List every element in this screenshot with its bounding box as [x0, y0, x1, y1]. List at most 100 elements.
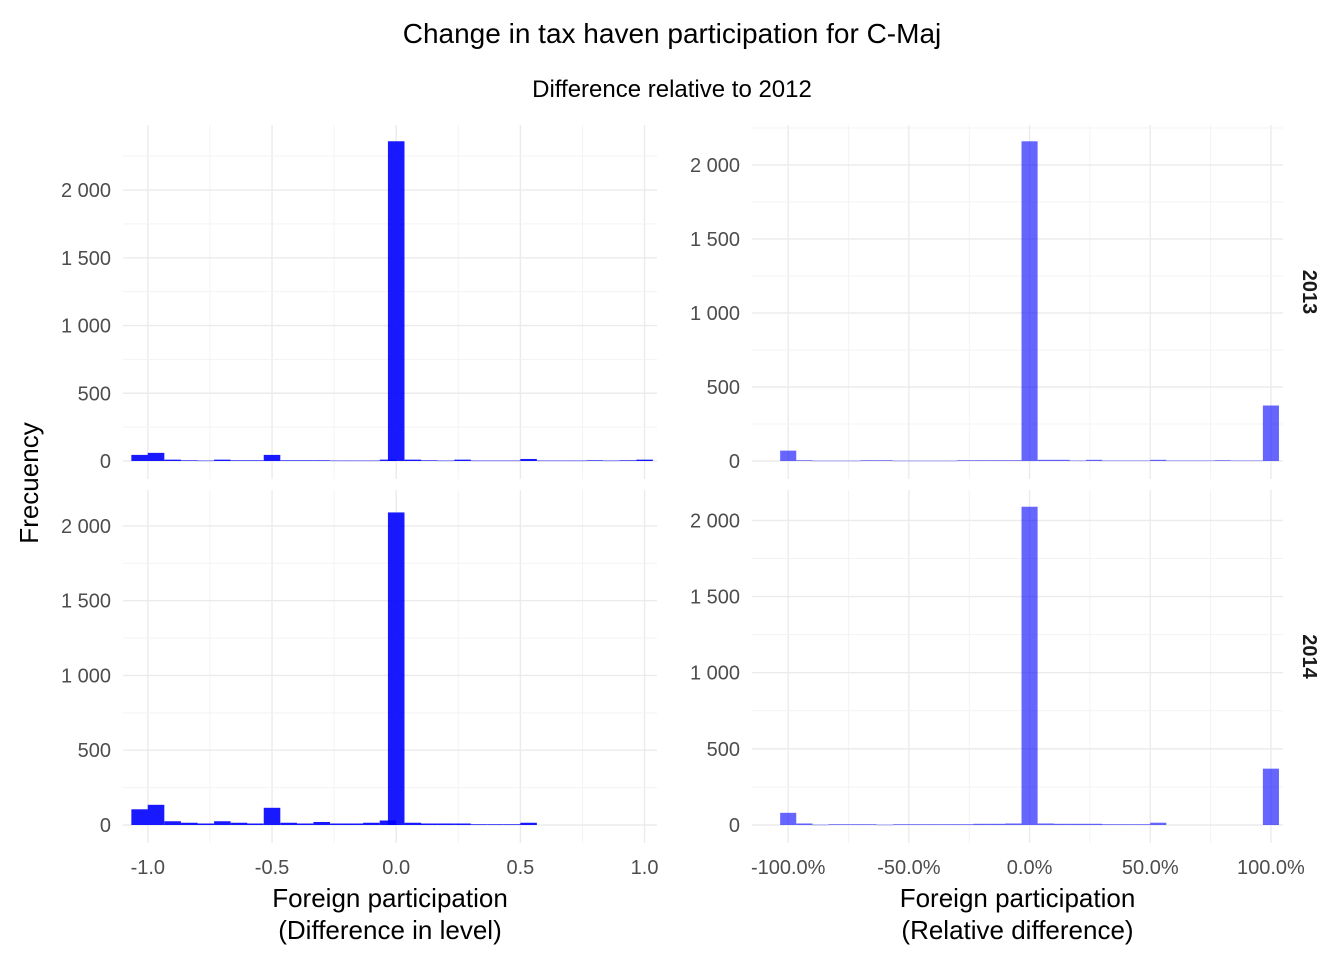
histogram-bar [1262, 768, 1279, 825]
x-tick-label: 50.0% [1122, 857, 1179, 879]
histogram-bar [780, 812, 797, 825]
histogram-bar [147, 452, 165, 461]
histogram-bar [780, 450, 797, 461]
histogram-bar [263, 454, 281, 461]
histogram-bar [1182, 460, 1199, 462]
histogram-bar [280, 460, 297, 461]
histogram-bar [147, 804, 165, 825]
histogram-bar [404, 459, 422, 461]
histogram-bar [569, 460, 587, 462]
histogram-bar [796, 460, 813, 461]
histogram-bar [1069, 460, 1086, 462]
x-tick-label: 0.0 [382, 857, 410, 879]
histogram-bar [636, 459, 653, 461]
x-axis-title: (Difference in level) [278, 915, 502, 945]
facet-strip-label: 2014 [1298, 634, 1320, 679]
histogram-bar [828, 460, 845, 462]
y-tick-label: 2 000 [690, 510, 740, 532]
x-axis-title: Foreign participation [900, 883, 1136, 913]
histogram-bar [553, 460, 571, 462]
axis-labels: 0 500 1 000 1 500 2 000 0 500 1 000 1 500 2 000 0 5… [61, 155, 1320, 945]
histogram-bar [1262, 405, 1279, 461]
histogram-bar [437, 460, 455, 462]
histogram-bar [860, 824, 877, 825]
y-axis-title: Frecuency [14, 422, 44, 543]
histogram-bar [1005, 823, 1022, 825]
histogram-bar [812, 824, 829, 826]
histogram-bar [941, 460, 958, 462]
histogram-bar [487, 824, 504, 825]
y-tick-label: 500 [78, 383, 111, 405]
y-tick-label: 1 000 [61, 665, 111, 687]
histogram-bar [420, 460, 438, 461]
y-tick-label: 1 500 [690, 587, 740, 609]
histogram-bar [181, 822, 198, 825]
histogram-bar [346, 460, 364, 462]
histogram-bar [263, 807, 281, 825]
histogram-bar [437, 823, 455, 825]
histogram-bar [586, 460, 604, 461]
y-tick-label: 1 000 [690, 303, 740, 325]
histogram-bar [454, 459, 471, 461]
histogram-bar [503, 824, 521, 825]
histogram-bar [214, 821, 231, 825]
x-tick-label: 0.0% [1007, 857, 1053, 879]
histogram-bar [1101, 460, 1118, 462]
histogram-bar [1005, 460, 1022, 461]
histogram-bars [131, 141, 1279, 826]
histogram-bar [1134, 460, 1151, 462]
histogram-bar [313, 822, 330, 825]
histogram-bar [989, 460, 1006, 461]
y-tick-label: 500 [78, 740, 111, 762]
histogram-bar [908, 824, 925, 825]
histogram-bar [313, 460, 330, 461]
x-axis-title: Foreign participation [272, 883, 508, 913]
histogram-bar [520, 822, 537, 825]
histogram-bar [973, 460, 990, 461]
histogram-bar [330, 823, 347, 825]
histogram-bar [1037, 823, 1054, 825]
x-axis-title: (Relative difference) [901, 915, 1133, 945]
histogram-bar [1053, 823, 1070, 825]
histogram-bar [247, 823, 264, 825]
histogram-bar [812, 460, 829, 462]
histogram-bar [1246, 460, 1263, 462]
histogram-bar [536, 460, 554, 462]
histogram-bar [503, 460, 521, 462]
histogram-bar [844, 460, 861, 462]
histogram-bar [330, 460, 347, 462]
histogram-bar [1198, 460, 1215, 462]
histogram-bar [454, 823, 471, 825]
x-tick-label: 1.0 [631, 857, 659, 879]
histogram-bar [1230, 460, 1247, 462]
histogram-bar [1166, 460, 1183, 462]
histogram-bar [1150, 822, 1167, 825]
histogram-bar [363, 822, 380, 825]
histogram-bar [387, 141, 405, 462]
histogram-bar [164, 821, 181, 825]
histogram-bar [1134, 824, 1151, 825]
histogram-bar [1085, 459, 1103, 461]
histogram-bar [908, 460, 925, 462]
histogram-bar [1053, 459, 1070, 461]
y-tick-label: 1 000 [690, 663, 740, 685]
histogram-bar [1085, 823, 1103, 825]
histogram-bar [1101, 824, 1118, 825]
histogram-bar [876, 460, 893, 461]
histogram-bar [1021, 141, 1038, 462]
histogram-bar [214, 459, 231, 461]
histogram-bar [603, 460, 620, 462]
histogram-bar [420, 823, 438, 825]
histogram-bar [860, 460, 877, 461]
histogram-bar [131, 809, 148, 825]
histogram-bar [197, 460, 214, 462]
histogram-bar [1214, 460, 1231, 461]
histogram-bar [989, 823, 1006, 825]
histogram-bar [487, 460, 504, 462]
histogram-bar [197, 823, 214, 825]
histogram-bar [296, 823, 314, 825]
histogram-bar [941, 824, 958, 825]
histogram-bar [619, 460, 637, 461]
histogram-bar [470, 824, 488, 825]
